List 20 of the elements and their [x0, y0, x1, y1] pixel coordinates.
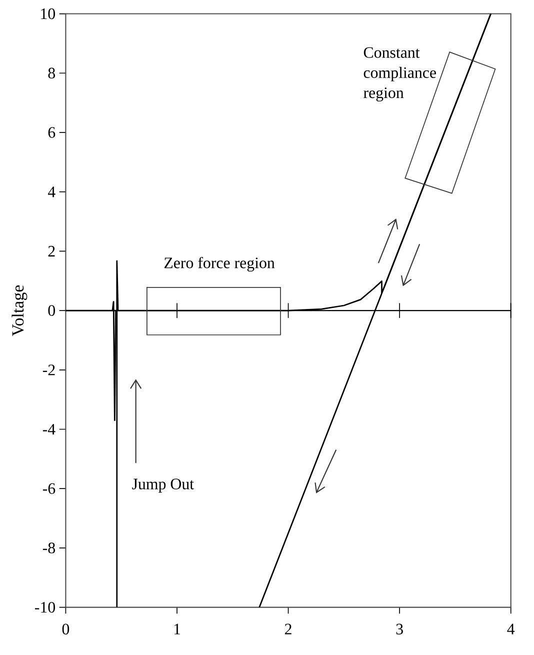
annotation: Jump Out [132, 478, 194, 493]
y-tick-label: 0 [48, 305, 55, 316]
y-tick-label: -4 [42, 424, 56, 434]
x-tick-label: 0 [62, 624, 70, 634]
y-tick-label: -8 [42, 542, 55, 554]
y-tick-label: 6 [48, 127, 56, 138]
x-tick-label: 1 [174, 624, 180, 634]
y-tick-label: 2 [48, 246, 55, 256]
annotation: Constant compliance region [363, 47, 436, 102]
y-tick-label: -10 [34, 602, 55, 613]
x-tick-label: 4 [507, 624, 514, 634]
y-tick-label: -2 [42, 364, 55, 376]
y-tick-label: 4 [48, 186, 56, 198]
y-axis-title: Voltage [12, 285, 28, 336]
y-tick-label: 10 [41, 8, 55, 20]
y-tick-label: 8 [48, 68, 55, 78]
x-tick-label: 3 [396, 624, 403, 634]
y-tick-label: -6 [42, 483, 56, 494]
x-tick-label: 2 [284, 624, 292, 634]
annotation: Zero force region [164, 256, 275, 272]
